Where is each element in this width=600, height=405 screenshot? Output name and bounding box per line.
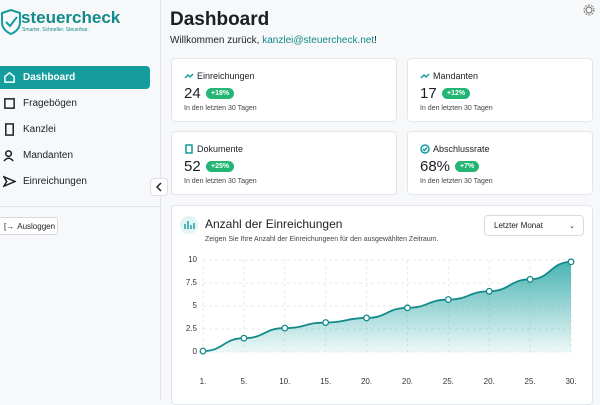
nav-item[interactable]: Einreichungen xyxy=(0,170,150,193)
card-label: Einreichungen xyxy=(197,71,255,81)
card-subtitle: In den letzten 30 Tagen xyxy=(184,105,257,112)
chart-subtitle: Zeigen Sie Ihre Anzahl der Einreichungee… xyxy=(205,236,439,243)
dropdown-label: Letzter Monat xyxy=(494,221,543,230)
x-tick-label: 1. xyxy=(200,377,207,386)
nav-label: Fragebögen xyxy=(23,98,77,109)
card-label: Abschlussrate xyxy=(433,144,490,154)
card-subtitle: In den letzten 30 Tagen xyxy=(184,178,257,185)
x-tick-label: 25. xyxy=(525,377,536,386)
welcome-text: Willkommen zurück, xyxy=(170,35,260,46)
card-badge: +7% xyxy=(455,161,480,172)
stat-card: Abschlussrate 68% +7% In den letzten 30 Tag… xyxy=(407,131,593,195)
point xyxy=(363,314,371,322)
card-icon xyxy=(420,144,430,154)
x-tick-label: 5. xyxy=(241,377,248,386)
nav-item[interactable]: Dashboard xyxy=(0,66,150,89)
card-subtitle: In den letzten 30 Tagen xyxy=(420,105,493,112)
card-subtitle: In den letzten 30 Tagen xyxy=(420,178,493,185)
area xyxy=(203,261,571,352)
x-tick-label: 20. xyxy=(402,377,413,386)
x-tick-label: 25. xyxy=(443,377,454,386)
collapse-button[interactable] xyxy=(150,178,168,196)
range-dropdown[interactable]: Letzter Monat ⌄ xyxy=(484,215,584,236)
stat-card: Dokumente 52 +25% In den letzten 30 Tagen xyxy=(171,131,397,195)
chart-card: Anzahl der Einreichungen Zeigen Sie Ihre… xyxy=(171,205,593,405)
point xyxy=(526,275,534,283)
chart-title: Anzahl der Einreichungen xyxy=(205,217,343,231)
tagline: Smarter. Schneller. Steuerbar. xyxy=(22,27,89,33)
card-value: 17 xyxy=(420,85,437,102)
x-tick-label: 30. xyxy=(565,377,576,386)
y-tick-label: 2.5 xyxy=(186,324,198,333)
card-value: 52 xyxy=(184,158,201,175)
chevron-icon xyxy=(155,182,162,192)
card-label: Dokumente xyxy=(197,144,244,154)
chart-icon xyxy=(180,216,198,234)
card-badge: +25% xyxy=(206,161,235,172)
x-tick-label: 15. xyxy=(320,377,331,386)
page-title: Dashboard xyxy=(170,9,270,30)
y-tick-label: 7.5 xyxy=(186,278,198,287)
logout-button[interactable]: [→ Ausloggen xyxy=(0,217,58,235)
point xyxy=(322,319,330,327)
x-tick-label: 10. xyxy=(279,377,290,386)
card-badge: +18% xyxy=(206,88,235,99)
card-icon xyxy=(184,73,194,79)
settings-icon[interactable] xyxy=(583,4,595,16)
point xyxy=(485,287,493,295)
dropdown-caret: ⌄ xyxy=(569,222,575,230)
card-value: 68% xyxy=(420,158,451,175)
punct: ! xyxy=(374,35,377,46)
line xyxy=(202,260,572,352)
logout-label: Ausloggen xyxy=(17,221,56,231)
nav-item[interactable]: Kanzlei xyxy=(0,118,150,141)
divider xyxy=(0,206,160,207)
nav-label: Dashboard xyxy=(23,72,76,83)
point xyxy=(281,324,289,332)
email: kanzlei@steuercheck.net xyxy=(262,35,375,46)
point xyxy=(199,347,207,355)
card-value: 24 xyxy=(184,85,201,102)
y-tick-label: 0 xyxy=(193,347,198,356)
point xyxy=(240,334,248,342)
x-tick-label: 20. xyxy=(484,377,495,386)
welcome: Willkommen zurück, kanzlei@steuercheck.n… xyxy=(170,35,377,46)
nav-label: Einreichungen xyxy=(23,176,87,187)
point xyxy=(403,304,411,312)
nav-label: Kanzlei xyxy=(23,124,56,135)
logo-icon xyxy=(0,9,21,35)
nav-label: Mandanten xyxy=(23,150,74,161)
y-tick-label: 5 xyxy=(193,301,198,310)
y-tick-label: 10 xyxy=(188,255,197,264)
point xyxy=(444,296,452,304)
x-tick-label: 20. xyxy=(361,377,372,386)
card-icon xyxy=(185,144,193,154)
card-badge: +12% xyxy=(442,88,471,99)
nav-item[interactable]: Fragebögen xyxy=(0,92,150,115)
chart: 0 2.5 5 7.5 10 1. 5. 10. 15. 20. 20. 25. 20. 25. 30. xyxy=(186,255,577,386)
logo-text: steuercheck xyxy=(21,8,121,27)
stat-card: Einreichungen 24 +18% In den letzten 30 Tag… xyxy=(171,58,397,122)
card-label: Mandanten xyxy=(433,71,479,81)
point xyxy=(567,258,575,266)
logout-icon: [→ xyxy=(4,221,15,231)
card-icon xyxy=(420,73,430,79)
nav-item[interactable]: Mandanten xyxy=(0,144,150,167)
stat-card: Mandanten 17 +12% In den letzten 30 Tagen xyxy=(407,58,593,122)
sidebar: steuercheck Smarter. Schneller. Steuerba… xyxy=(0,0,168,400)
